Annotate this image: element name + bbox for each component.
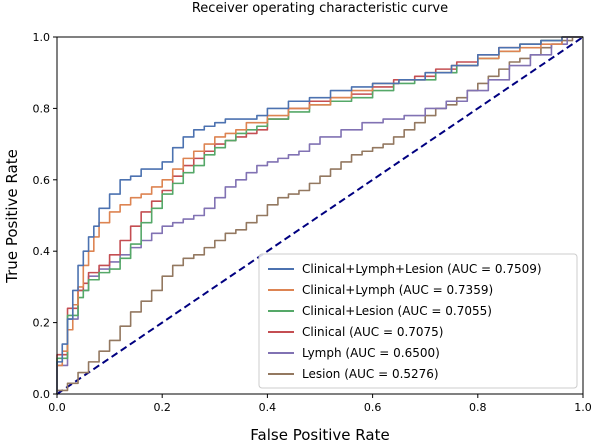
legend-entry: Lymph (AUC = 0.6500) [302, 346, 440, 360]
legend-entry: Clinical (AUC = 0.7075) [302, 325, 444, 339]
x-tick-label: 0.8 [469, 401, 487, 414]
y-tick-label: 0.0 [33, 388, 51, 401]
roc-series-line-3 [56, 36, 583, 394]
roc-series-line-5 [56, 36, 583, 394]
x-tick-label: 0.4 [259, 401, 277, 414]
x-axis-ticks: 0.0 0.2 0.4 0.6 0.8 1.0 [48, 394, 592, 414]
y-tick-label: 1.0 [33, 31, 51, 44]
x-tick-label: 0.6 [364, 401, 382, 414]
x-tick-label: 1.0 [574, 401, 592, 414]
y-tick-label: 0.6 [33, 174, 51, 187]
reference-diagonal-line [56, 36, 584, 395]
plot-area [56, 36, 584, 395]
legend-entry: Lesion (AUC = 0.5276) [302, 367, 439, 381]
y-tick-label: 0.2 [33, 317, 51, 330]
y-axis-ticks: 0.0 0.2 0.4 0.6 0.8 1.0 [33, 31, 57, 401]
y-tick-label: 0.8 [33, 102, 51, 115]
roc-series-line-6 [56, 36, 583, 394]
legend-entry: Clinical+Lymph+Lesion (AUC = 0.7509) [302, 262, 542, 276]
plot-frame [56, 36, 584, 395]
roc-series-line-1 [56, 36, 583, 394]
legend-entry: Clinical+Lesion (AUC = 0.7055) [302, 304, 492, 318]
y-tick-label: 0.4 [33, 245, 51, 258]
legend: Clinical+Lymph+Lesion (AUC = 0.7509) Clin… [258, 253, 578, 389]
x-tick-label: 0.2 [153, 401, 171, 414]
chart-title: Receiver operating characteristic curve [192, 1, 448, 16]
y-axis-label: True Positive Rate [3, 149, 21, 284]
legend-box [258, 253, 578, 389]
x-axis-label: False Positive Rate [250, 426, 389, 444]
x-tick-label: 0.0 [48, 401, 66, 414]
legend-entry: Clinical+Lymph (AUC = 0.7359) [302, 283, 493, 297]
